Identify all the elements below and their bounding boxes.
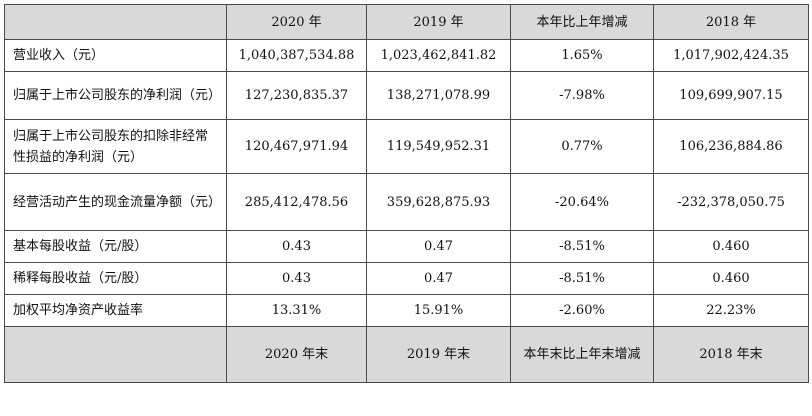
row-label: 经营活动产生的现金流量净额（元）: [4, 173, 227, 231]
value-2019: 138,271,078.99: [366, 71, 511, 120]
value-2018: 1,017,902,424.35: [653, 39, 809, 72]
value-2019: 0.47: [366, 262, 511, 295]
row-label: 归属于上市公司股东的扣除非经常性损益的净利润（元）: [4, 119, 227, 174]
row-label: 加权平均净资产收益率: [4, 294, 227, 327]
header-2018: 2018 年: [653, 4, 809, 40]
value-change: -20.64%: [510, 173, 654, 231]
year-end-header-row: 2020 年末 2019 年末 本年末比上年末增减 2018 年末: [4, 326, 809, 383]
table-row: 稀释每股收益（元/股） 0.43 0.47 -8.51% 0.460: [4, 262, 809, 295]
row-label: 营业收入（元）: [4, 39, 227, 72]
value-2020: 0.43: [226, 230, 367, 263]
value-2019: 0.47: [366, 230, 511, 263]
value-change: -7.98%: [510, 71, 654, 120]
header-2020-end: 2020 年末: [226, 326, 367, 383]
row-label: 归属于上市公司股东的净利润（元）: [4, 71, 227, 120]
value-change: 0.77%: [510, 119, 654, 174]
value-2018: -232,378,050.75: [653, 173, 809, 231]
table-header-row: 2020 年 2019 年 本年比上年增减 2018 年: [4, 4, 809, 40]
header-yoy-change: 本年比上年增减: [510, 4, 654, 40]
header-2019-end: 2019 年末: [366, 326, 511, 383]
value-change: 1.65%: [510, 39, 654, 72]
key-financial-data-table: 2020 年 2019 年 本年比上年增减 2018 年 营业收入（元） 1,0…: [4, 4, 809, 383]
value-2018: 22.23%: [653, 294, 809, 327]
value-2020: 120,467,971.94: [226, 119, 367, 174]
value-2020: 13.31%: [226, 294, 367, 327]
value-2019: 359,628,875.93: [366, 173, 511, 231]
header-yoy-end-change: 本年末比上年末增减: [510, 326, 654, 383]
header-2019: 2019 年: [366, 4, 511, 40]
year-end-corner-cell: [4, 326, 227, 383]
value-change: -8.51%: [510, 230, 654, 263]
table-row: 归属于上市公司股东的净利润（元） 127,230,835.37 138,271,…: [4, 71, 809, 120]
value-2019: 119,549,952.31: [366, 119, 511, 174]
value-2020: 285,412,478.56: [226, 173, 367, 231]
value-change: -2.60%: [510, 294, 654, 327]
value-2019: 15.91%: [366, 294, 511, 327]
value-2018: 0.460: [653, 262, 809, 295]
value-2018: 109,699,907.15: [653, 71, 809, 120]
value-2018: 106,236,884.86: [653, 119, 809, 174]
header-2020: 2020 年: [226, 4, 367, 40]
header-2018-end: 2018 年末: [653, 326, 809, 383]
row-label: 基本每股收益（元/股）: [4, 230, 227, 263]
table-row: 营业收入（元） 1,040,387,534.88 1,023,462,841.8…: [4, 39, 809, 72]
table-row: 加权平均净资产收益率 13.31% 15.91% -2.60% 22.23%: [4, 294, 809, 327]
row-label: 稀释每股收益（元/股）: [4, 262, 227, 295]
table-row: 经营活动产生的现金流量净额（元） 285,412,478.56 359,628,…: [4, 173, 809, 231]
value-2019: 1,023,462,841.82: [366, 39, 511, 72]
value-2020: 127,230,835.37: [226, 71, 367, 120]
value-change: -8.51%: [510, 262, 654, 295]
table-row: 基本每股收益（元/股） 0.43 0.47 -8.51% 0.460: [4, 230, 809, 263]
value-2020: 1,040,387,534.88: [226, 39, 367, 72]
header-corner-cell: [4, 4, 227, 40]
value-2020: 0.43: [226, 262, 367, 295]
table-row: 归属于上市公司股东的扣除非经常性损益的净利润（元） 120,467,971.94…: [4, 119, 809, 174]
value-2018: 0.460: [653, 230, 809, 263]
